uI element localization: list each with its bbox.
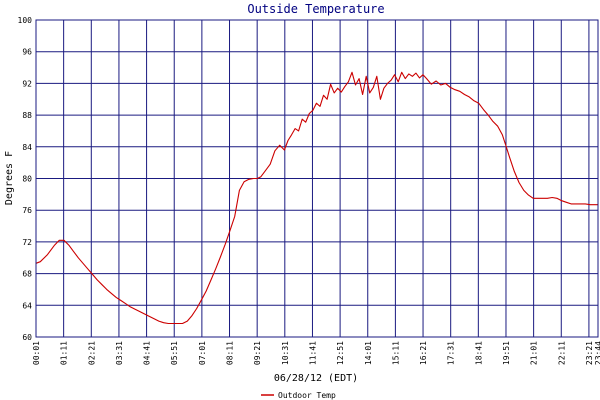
x-tick-label: 11:41 <box>308 341 317 365</box>
legend: Outdoor Temp <box>261 391 336 400</box>
x-tick-label: 10:31 <box>281 341 290 365</box>
y-tick-label: 64 <box>22 301 32 310</box>
x-tick-label: 21:01 <box>530 341 539 365</box>
x-axis-label: 06/28/12 (EDT) <box>274 373 358 384</box>
y-tick-label: 80 <box>22 175 32 184</box>
x-tick-label: 17:31 <box>447 341 456 365</box>
y-tick-label: 88 <box>22 111 32 120</box>
x-tick-label: 07:01 <box>198 341 207 365</box>
y-tick-label: 68 <box>22 270 32 279</box>
x-tick-label: 23:44 <box>594 341 600 365</box>
x-tick-label: 12:51 <box>336 341 345 365</box>
x-tick-label: 23:21 <box>585 341 594 365</box>
x-tick-label: 05:51 <box>170 341 179 365</box>
x-tick-label: 00:01 <box>32 341 41 365</box>
x-axis-ticks: 00:01 01:11 02:21 03:31 04:41 05:51 07:01 08:11… <box>32 341 600 365</box>
x-tick-label: 01:11 <box>60 341 69 365</box>
x-tick-label: 16:21 <box>419 341 428 365</box>
x-tick-label: 09:21 <box>253 341 262 365</box>
y-axis-label: Degrees F <box>4 151 15 205</box>
y-tick-label: 84 <box>22 143 32 152</box>
y-tick-label: 60 <box>22 333 32 342</box>
x-tick-label: 14:01 <box>364 341 373 365</box>
x-tick-label: 22:11 <box>557 341 566 365</box>
series-layer <box>35 71 598 325</box>
chart-title: Outside Temperature <box>247 2 384 16</box>
x-tick-label: 02:21 <box>87 341 96 365</box>
x-tick-label: 19:51 <box>502 341 511 365</box>
legend-label: Outdoor Temp <box>278 391 336 400</box>
y-axis-ticks: 60 64 68 72 76 80 84 88 92 96 100 <box>18 16 33 342</box>
y-tick-label: 100 <box>18 16 33 25</box>
x-tick-label: 04:41 <box>143 341 152 365</box>
y-tick-label: 76 <box>22 206 32 215</box>
x-tick-label: 08:11 <box>226 341 235 365</box>
y-tick-label: 96 <box>22 48 32 57</box>
y-tick-label: 72 <box>22 238 32 247</box>
temperature-series-line <box>35 71 598 325</box>
y-tick-label: 92 <box>22 79 32 88</box>
x-tick-label: 03:31 <box>115 341 124 365</box>
plot-border <box>35 19 599 338</box>
x-tick-label: 15:11 <box>391 341 400 365</box>
x-tick-label: 18:41 <box>474 341 483 365</box>
